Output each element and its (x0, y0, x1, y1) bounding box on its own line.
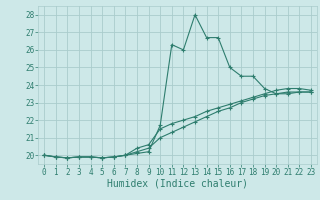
X-axis label: Humidex (Indice chaleur): Humidex (Indice chaleur) (107, 179, 248, 189)
